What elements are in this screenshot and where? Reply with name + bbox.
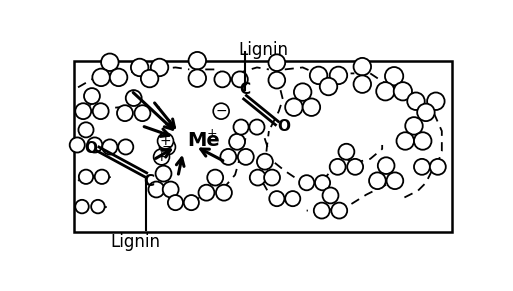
- Circle shape: [315, 175, 330, 190]
- Circle shape: [84, 88, 100, 104]
- Circle shape: [353, 58, 371, 75]
- Circle shape: [303, 98, 320, 116]
- Circle shape: [320, 78, 337, 95]
- Circle shape: [427, 93, 445, 110]
- Circle shape: [141, 70, 159, 87]
- Text: +: +: [156, 150, 167, 164]
- Circle shape: [118, 139, 133, 155]
- Text: +: +: [207, 127, 218, 140]
- Circle shape: [229, 134, 245, 150]
- Circle shape: [87, 137, 102, 152]
- Circle shape: [102, 139, 117, 155]
- Circle shape: [160, 139, 175, 155]
- Circle shape: [314, 203, 330, 219]
- Circle shape: [285, 98, 303, 116]
- Circle shape: [92, 69, 110, 86]
- Circle shape: [353, 75, 371, 93]
- Circle shape: [378, 157, 394, 174]
- Circle shape: [385, 67, 403, 85]
- Circle shape: [405, 117, 423, 135]
- Text: C: C: [143, 174, 154, 189]
- Circle shape: [75, 103, 91, 119]
- Text: O: O: [84, 141, 97, 156]
- Circle shape: [163, 182, 179, 198]
- Circle shape: [414, 159, 430, 175]
- Circle shape: [369, 172, 386, 189]
- Circle shape: [339, 144, 354, 160]
- Circle shape: [269, 191, 284, 206]
- Circle shape: [268, 72, 285, 88]
- Text: Lignin: Lignin: [238, 40, 288, 58]
- Circle shape: [430, 159, 446, 175]
- Circle shape: [233, 120, 249, 135]
- Circle shape: [213, 103, 229, 119]
- Circle shape: [387, 172, 403, 189]
- Circle shape: [75, 200, 89, 213]
- Circle shape: [414, 132, 431, 150]
- Circle shape: [93, 103, 109, 119]
- Circle shape: [110, 69, 127, 86]
- Circle shape: [216, 185, 232, 200]
- Circle shape: [189, 70, 206, 87]
- Circle shape: [101, 54, 119, 71]
- Circle shape: [155, 166, 171, 182]
- Circle shape: [299, 175, 314, 190]
- Text: Lignin: Lignin: [111, 233, 161, 251]
- Circle shape: [157, 133, 173, 149]
- Circle shape: [376, 82, 394, 100]
- Circle shape: [148, 182, 164, 198]
- Circle shape: [310, 67, 327, 84]
- Circle shape: [199, 185, 214, 200]
- Circle shape: [285, 191, 300, 206]
- Circle shape: [79, 170, 93, 184]
- Text: −: −: [215, 104, 227, 118]
- Circle shape: [151, 59, 168, 76]
- Circle shape: [347, 159, 363, 175]
- Text: Me: Me: [187, 132, 220, 150]
- Bar: [74, 61, 452, 233]
- Circle shape: [294, 83, 311, 101]
- Circle shape: [264, 170, 280, 186]
- Circle shape: [214, 71, 230, 87]
- Circle shape: [95, 170, 109, 184]
- Circle shape: [417, 104, 435, 121]
- Circle shape: [70, 137, 85, 152]
- Circle shape: [168, 195, 183, 210]
- Circle shape: [257, 154, 273, 170]
- Circle shape: [397, 132, 414, 150]
- Text: C: C: [240, 82, 250, 97]
- Circle shape: [153, 149, 169, 165]
- Circle shape: [268, 54, 285, 71]
- Text: O: O: [278, 119, 290, 134]
- Text: −: −: [162, 140, 173, 154]
- Circle shape: [232, 71, 248, 87]
- Circle shape: [184, 195, 199, 210]
- Circle shape: [407, 93, 425, 110]
- Circle shape: [126, 90, 142, 106]
- Circle shape: [330, 67, 347, 84]
- Circle shape: [331, 203, 347, 219]
- Circle shape: [134, 105, 150, 121]
- Circle shape: [393, 82, 412, 100]
- Circle shape: [249, 120, 265, 135]
- Text: +: +: [160, 134, 171, 148]
- Circle shape: [131, 59, 148, 76]
- Circle shape: [323, 187, 339, 203]
- Circle shape: [207, 170, 223, 186]
- Circle shape: [78, 122, 93, 137]
- Circle shape: [250, 170, 266, 186]
- Circle shape: [330, 159, 346, 175]
- Circle shape: [117, 105, 133, 121]
- Circle shape: [238, 149, 254, 165]
- Circle shape: [189, 52, 206, 70]
- Circle shape: [221, 149, 236, 165]
- Circle shape: [91, 200, 105, 213]
